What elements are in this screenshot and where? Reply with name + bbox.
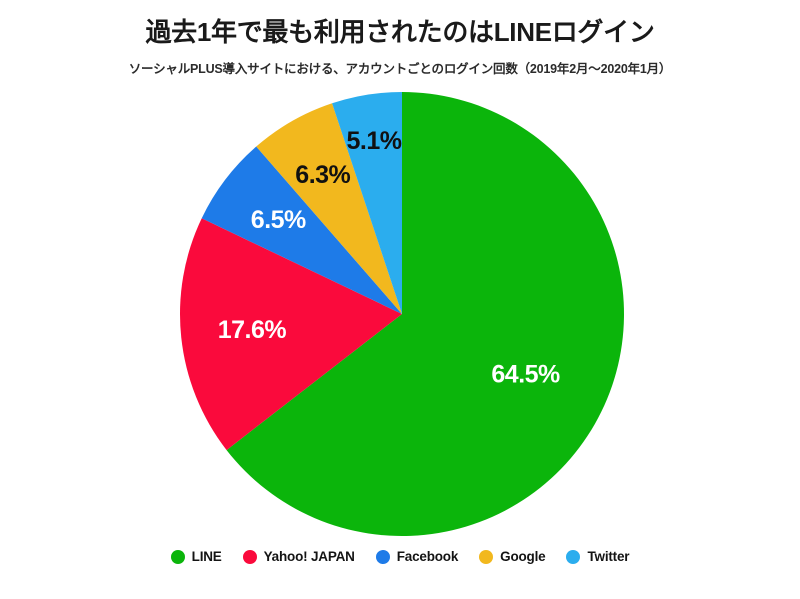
chart-legend: LINE Yahoo! JAPAN Facebook Google Twitter	[0, 549, 800, 564]
pie-slices-group	[180, 92, 625, 536]
pie-slice[interactable]	[226, 92, 625, 536]
legend-item[interactable]: Twitter	[566, 549, 630, 564]
pie-slice-value-label: 6.3%	[295, 161, 350, 189]
chart-title: 過去1年で最も利用されたのはLINEログイン	[145, 17, 655, 47]
pie-slice-value-label: 5.1%	[347, 127, 402, 155]
pie-slice[interactable]	[332, 92, 402, 314]
legend-item[interactable]: LINE	[170, 549, 222, 564]
legend-swatch-circle-icon	[242, 549, 257, 564]
pie-slice[interactable]	[256, 103, 402, 314]
legend-swatch-circle-icon	[566, 549, 581, 564]
pie-slice-labels-group: 64.5% 17.6% 6.5% 6.3% 5.1%	[218, 127, 561, 389]
pie-plot-area: 64.5% 17.6% 6.5% 6.3% 5.1%	[180, 92, 625, 536]
pie-slice-value-label: 6.5%	[251, 206, 306, 234]
chart-subtitle: ソーシャルPLUS導入サイトにおける、アカウントごとのログイン回数（2019年2…	[128, 62, 672, 76]
legend-item-label: Twitter	[587, 549, 630, 564]
legend-swatch-circle-icon	[375, 549, 390, 564]
pie-slice[interactable]	[201, 146, 402, 314]
legend-item[interactable]: Yahoo! JAPAN	[242, 549, 355, 564]
legend-swatch-circle-icon	[170, 549, 185, 564]
legend-item-label: LINE	[191, 549, 222, 564]
legend-swatch-circle-icon	[479, 549, 494, 564]
legend-item[interactable]: Google	[479, 549, 546, 564]
pie-slice[interactable]	[180, 218, 402, 451]
legend-item-label: Google	[500, 549, 546, 564]
pie-svg: 64.5% 17.6% 6.5% 6.3% 5.1%	[180, 92, 625, 536]
pie-slice-value-label: 64.5%	[491, 361, 560, 389]
legend-item[interactable]: Facebook	[375, 549, 459, 564]
legend-item-label: Yahoo! JAPAN	[263, 549, 355, 564]
pie-slice-value-label: 17.6%	[218, 316, 287, 344]
legend-item-label: Facebook	[396, 549, 459, 564]
